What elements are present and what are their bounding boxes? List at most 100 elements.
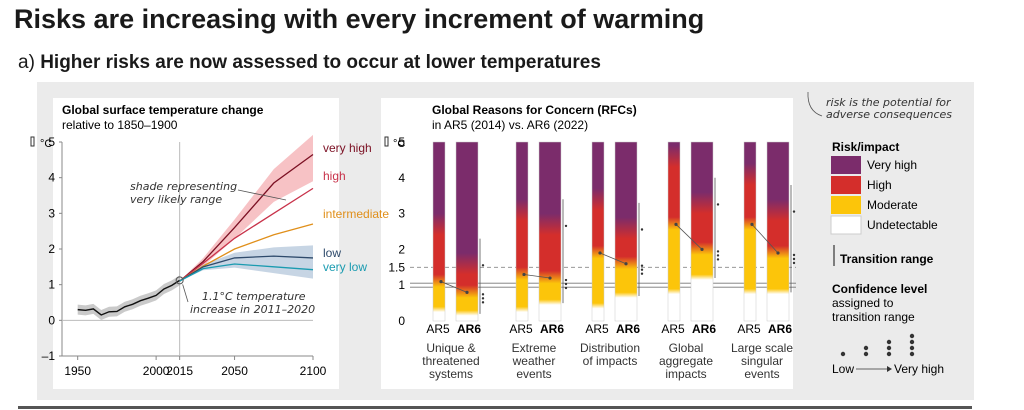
rfc-shift-point-ar6 <box>624 262 628 266</box>
legend-confidence-dot <box>909 345 915 351</box>
temp-2020-marker <box>175 276 184 285</box>
rfc-group-label: impacts <box>665 367 706 381</box>
legend-item-moderate: Moderate <box>867 198 918 212</box>
rfc-group-label: weather <box>512 354 556 368</box>
rfc-confidence-dot <box>564 224 568 228</box>
legend-arrow-head <box>887 366 892 372</box>
legend-swatch-undetectable <box>830 215 862 235</box>
temp-y-tick-label: 1 <box>48 278 55 292</box>
rfc-confidence-dot <box>564 282 568 286</box>
legend-confidence-dot <box>863 345 869 351</box>
rfc-shift-point-ar6 <box>700 247 704 251</box>
rfc-y-tick-label: 1 <box>398 278 405 292</box>
rfc-shift-point-ar5 <box>674 222 678 226</box>
rfc-group-label: singular <box>741 354 783 368</box>
rfc-confidence-dot <box>792 261 796 265</box>
rfc-confidence-dot <box>564 278 568 282</box>
rfc-bar-label: AR5 <box>661 322 685 336</box>
rfc-bar-label: AR6 <box>616 322 640 336</box>
shade-annotation-line2: very likely range <box>130 193 222 206</box>
legend-confidence-dot <box>840 351 846 357</box>
legend-confidence-dot <box>886 351 892 357</box>
scenario-label-intermediate: intermediate <box>323 207 389 221</box>
scenario-line-very-low <box>179 263 314 282</box>
shade-annotation-line1: shade representing <box>130 180 237 193</box>
rfc-confidence-dot <box>481 297 485 300</box>
temp-y-tick-label: 4 <box>48 171 55 185</box>
legend-item-high: High <box>867 178 892 192</box>
rfc-shift-connector <box>675 224 703 250</box>
scenario-line-very-high <box>179 153 314 282</box>
rfc-shift-connector <box>523 274 551 279</box>
rfc-y-tick-label: 5 <box>398 135 405 149</box>
temp-y-tick-label: 5 <box>48 135 55 149</box>
rfc-bar-ar5 <box>515 141 529 322</box>
bottom-rule <box>18 406 972 409</box>
thermometer-icon <box>30 136 35 147</box>
rfc-shift-point-ar6 <box>776 251 780 255</box>
temp-y-tick-label: 2 <box>48 242 55 256</box>
rfc-bar-ar5 <box>667 141 681 322</box>
rfc-bar-label: AR5 <box>585 322 609 336</box>
rfc-confidence-dot <box>640 268 644 271</box>
temp-unit-label: °C <box>40 138 52 150</box>
rfc-bar-ar5 <box>743 141 757 322</box>
rfc-bar-ar5 <box>432 141 446 322</box>
rfc-bar-label: AR6 <box>768 322 792 336</box>
shade-annotation-pointer <box>237 189 287 201</box>
legend-note-bracket <box>807 91 823 117</box>
legend-swatch-moderate <box>831 196 861 214</box>
temp-annotation-pointer <box>182 284 189 303</box>
temp-y-tick-label: 3 <box>48 206 55 220</box>
rfc-chart-title: Global Reasons for Concern (RFCs) <box>432 103 637 117</box>
legend-confidence-line: Confidence level <box>832 282 927 296</box>
rfc-group-label: systems <box>429 367 473 381</box>
rfc-confidence-dot <box>792 210 796 213</box>
temp-x-tick-label: 2100 <box>300 364 327 378</box>
temp-y-tick-label: 0 <box>48 313 55 327</box>
rfc-confidence-dot <box>792 253 796 257</box>
rfc-confidence-dot <box>716 250 720 253</box>
scenario-label-low: low <box>323 246 341 260</box>
very-high-range-band <box>179 134 313 282</box>
rfc-chart: Global Reasons for Concern (RFCs)in AR5 … <box>384 103 796 381</box>
temp-chart-title: Global surface temperature change <box>62 103 264 117</box>
rfc-group-label: of impacts <box>583 354 638 368</box>
rfc-thermometer-icon <box>384 136 389 147</box>
legend-swatch-high <box>831 176 861 194</box>
scenario-label-high: high <box>323 169 346 183</box>
rfc-bar-ar6 <box>690 141 714 322</box>
panel-subtitle-text: Higher risks are now assessed to occur a… <box>40 52 601 73</box>
rfc-bar-ar6 <box>614 141 638 322</box>
legend-confidence-line: transition range <box>832 310 915 324</box>
rfc-group-label: threatened <box>422 354 479 368</box>
legend-confidence-dot <box>886 339 892 345</box>
rfc-bar-label: AR6 <box>540 322 564 336</box>
rfc-group-label: aggregate <box>659 354 713 368</box>
rfc-y-tick-label: 0 <box>398 314 405 328</box>
legend-confidence-line: assigned to <box>832 296 894 310</box>
legend-heading: Risk/impact <box>832 140 899 154</box>
rfc-y-tick-label: 3 <box>398 207 405 221</box>
legend-note-line2: adverse consequences <box>826 108 952 121</box>
panel-letter: a) <box>18 52 35 73</box>
rfc-group-label: Distribution <box>580 341 640 355</box>
rfc-shift-point-ar6 <box>548 276 552 280</box>
historical-line <box>77 279 181 316</box>
rfc-shift-point-ar6 <box>465 290 469 294</box>
figure-panel <box>37 82 974 400</box>
rfc-shift-point-ar5 <box>598 251 602 255</box>
temp-x-tick-label: 2015 <box>166 364 193 378</box>
rfc-bar-ar5 <box>591 141 605 322</box>
panel-subtitle: a) Higher risks are now assessed to occu… <box>18 52 601 74</box>
legend-item-undetectable: Undetectable <box>867 218 938 232</box>
temperature-chart-bg <box>53 98 339 389</box>
temp-x-tick-label: 2050 <box>221 364 248 378</box>
rfc-unit-label: °C <box>393 138 405 150</box>
rfc-shift-connector <box>440 281 468 293</box>
scenario-label-very-high: very high <box>323 141 372 155</box>
rfc-bar-ar6 <box>766 141 790 322</box>
rfc-confidence-dot <box>716 203 720 206</box>
rfc-group-label: Unique & <box>426 341 475 355</box>
